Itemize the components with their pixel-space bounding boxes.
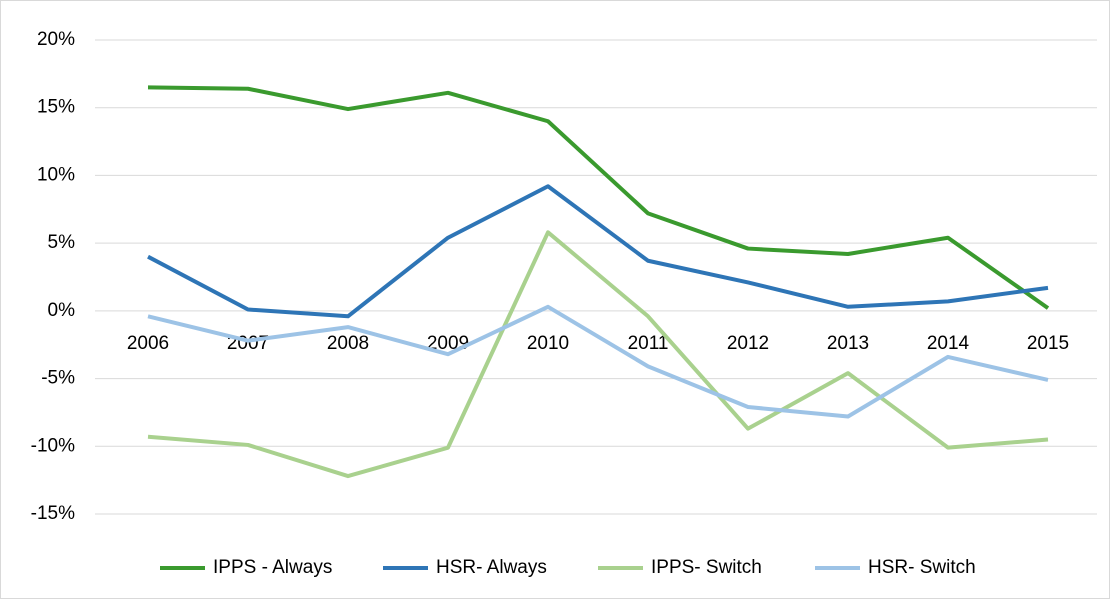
y-tick-label: 10% (37, 164, 75, 185)
x-tick-label: 2006 (127, 333, 169, 354)
y-tick-label: -5% (41, 368, 75, 389)
y-tick-label: -15% (31, 503, 75, 524)
y-tick-label: 5% (48, 232, 76, 253)
y-tick-label: 20% (37, 29, 75, 50)
x-tick-label: 2012 (727, 333, 769, 354)
x-tick-label: 2010 (527, 333, 569, 354)
data-line (147, 184, 1049, 319)
legend-label: IPPS - Always (213, 557, 332, 578)
data-line (147, 85, 1050, 310)
data-line (147, 230, 1049, 479)
x-tick-label: 2014 (927, 333, 970, 354)
x-tick-label: 2015 (1027, 333, 1069, 354)
legend-label: HSR- Switch (868, 557, 976, 578)
data-line (147, 304, 1049, 419)
y-tick-label: 0% (48, 300, 76, 321)
x-tick-label: 2011 (628, 333, 669, 354)
x-tick-label: 2013 (827, 333, 869, 354)
y-tick-label: -10% (31, 435, 75, 456)
legend-label: HSR- Always (436, 557, 547, 578)
x-tick-label: 2008 (327, 333, 369, 354)
y-tick-label: 15% (37, 97, 75, 118)
legend-label: IPPS- Switch (651, 557, 762, 578)
